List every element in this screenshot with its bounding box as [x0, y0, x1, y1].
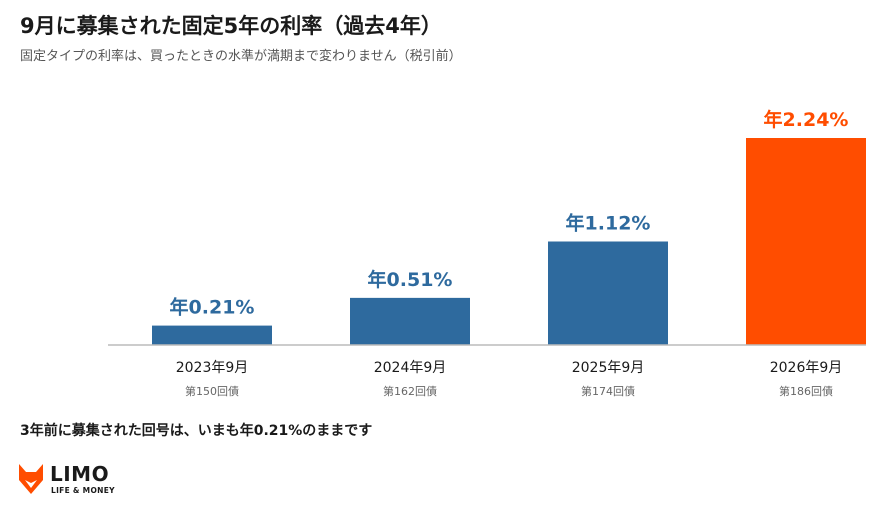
x-tick-label-3: 2025年9月 [572, 360, 645, 376]
x-sub-label-1: 第150回債 [185, 384, 239, 398]
chart-subtitle: 固定タイプの利率は、買ったときの水準が満期まで変わりません（税引前） [20, 49, 462, 64]
fox-head-icon [19, 464, 43, 494]
x-tick-label-4: 2026年9月 [770, 360, 843, 376]
limo-logo: LIMO LIFE & MONEY [16, 462, 136, 502]
bar-4 [746, 138, 866, 345]
data-label-1: 年0.21% [170, 296, 255, 319]
bar-3 [548, 241, 668, 345]
x-sub-label-4: 第186回債 [779, 384, 833, 398]
chart-title: 9月に募集された固定5年の利率（過去4年） [20, 14, 442, 38]
data-label-2: 年0.51% [368, 268, 453, 291]
logo-word: LIMO [50, 462, 110, 486]
data-label-3: 年1.12% [566, 212, 651, 235]
bar-1 [152, 325, 272, 345]
bar-2 [350, 297, 470, 345]
x-sub-label-3: 第174回債 [581, 384, 635, 398]
data-label-4: 年2.24% [764, 108, 849, 131]
x-tick-label-1: 2023年9月 [176, 360, 249, 376]
x-sub-label-2: 第162回債 [383, 384, 437, 398]
footnote: 3年前に募集された回号は、いまも年0.21%のままです [20, 423, 373, 439]
x-tick-label-2: 2024年9月 [374, 360, 447, 376]
logo-tagline: LIFE & MONEY [51, 486, 115, 495]
